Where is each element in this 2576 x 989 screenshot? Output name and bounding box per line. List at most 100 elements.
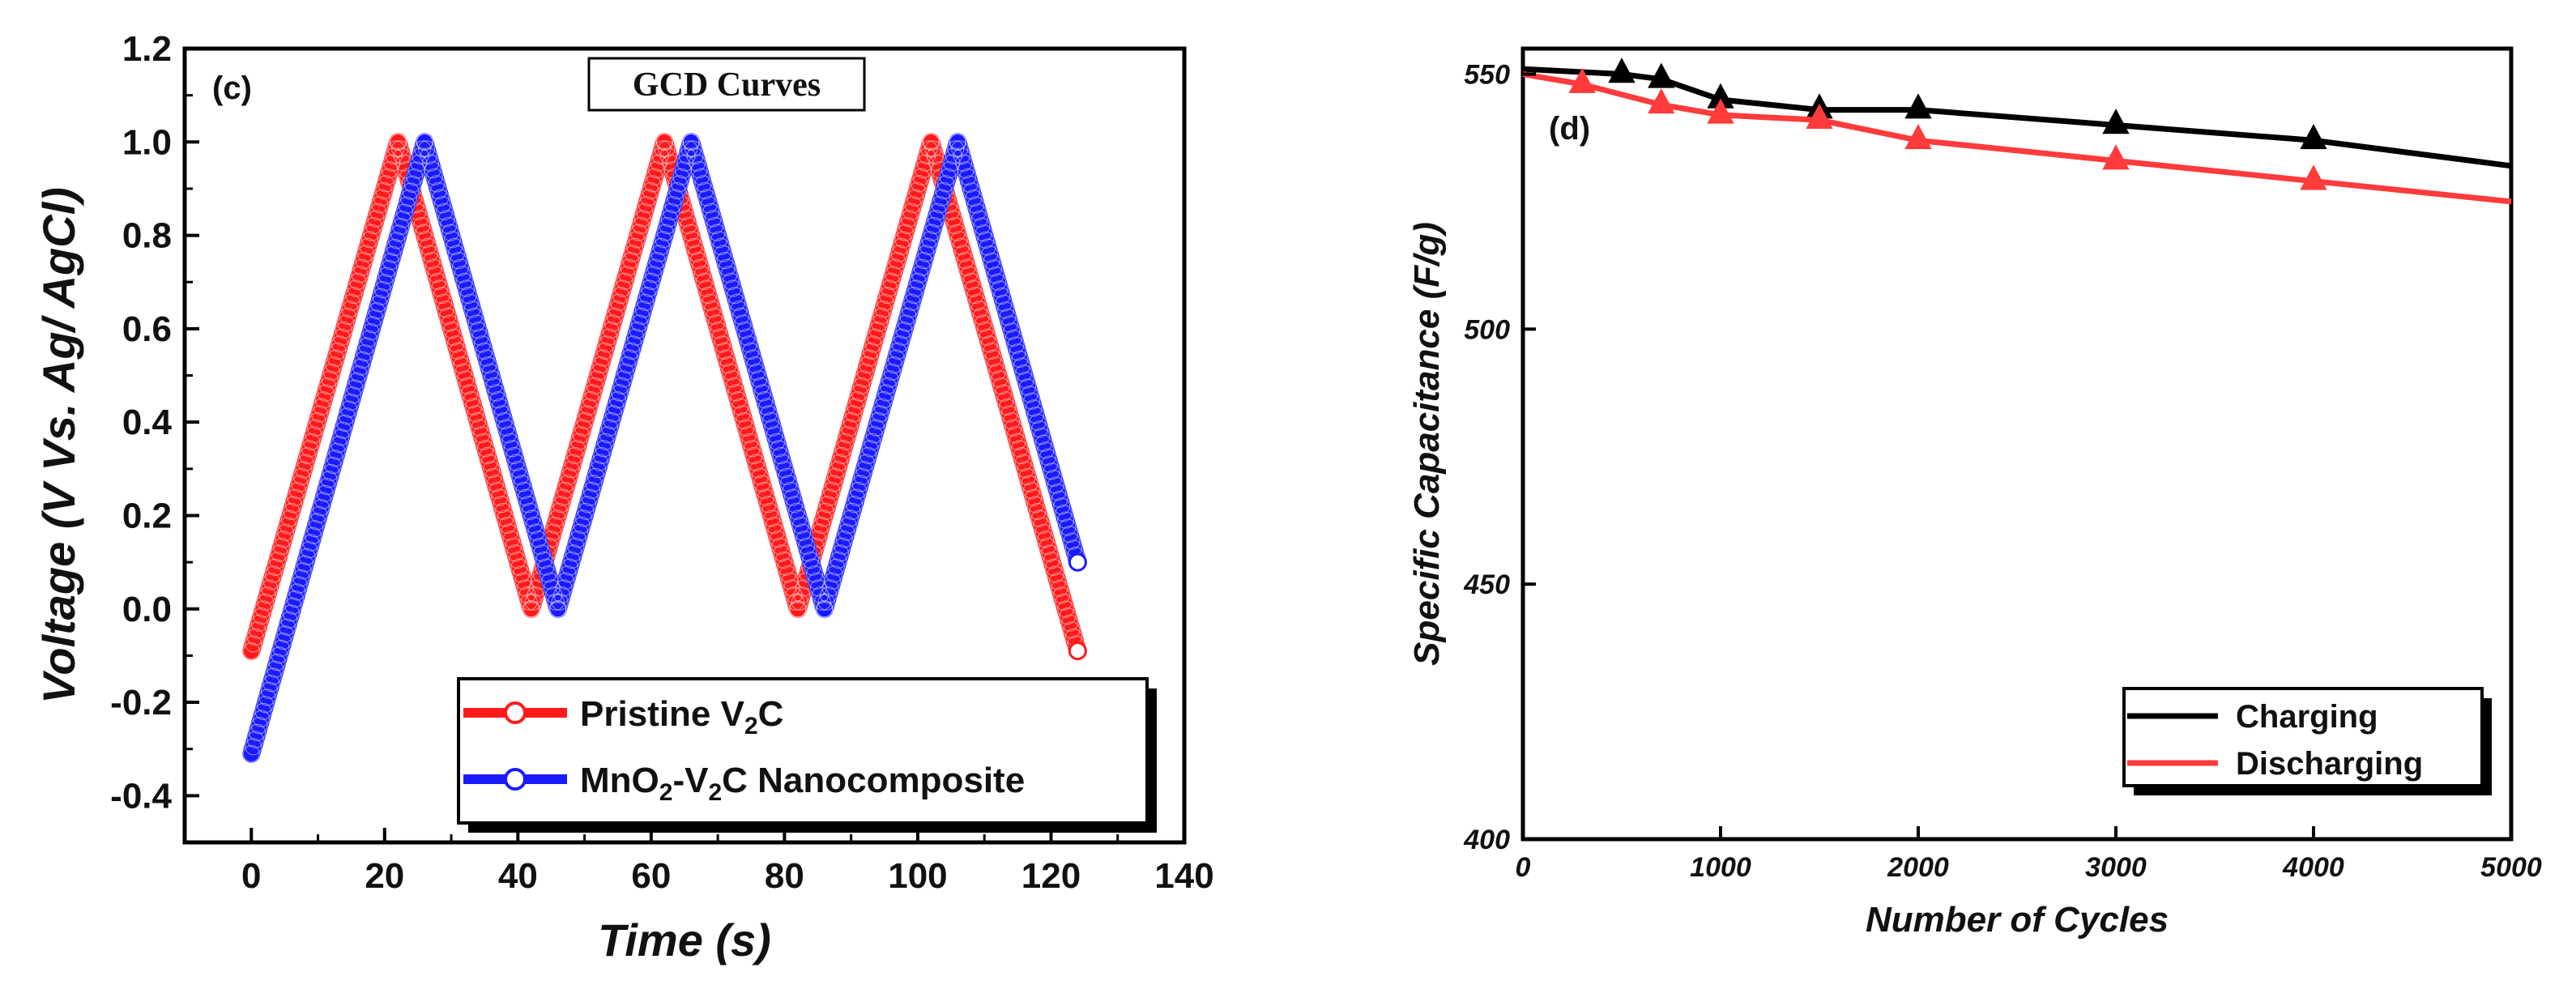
gcd-data-point xyxy=(384,245,402,263)
gcd-data-point xyxy=(329,342,347,360)
gcd-data-point xyxy=(586,467,605,485)
gcd-chart: 0 20 40 60 80 100 120 140 -0.4 -0.2 0.0 0.2 0.4 0.6 0… xyxy=(33,29,1214,966)
gcd-data-point xyxy=(926,147,944,165)
gcd-data-point xyxy=(572,426,590,444)
gcd-x-tick-label: 40 xyxy=(498,856,538,896)
gcd-data-point xyxy=(258,586,276,604)
gcd-data-point xyxy=(564,454,582,471)
gcd-data-point xyxy=(843,502,861,520)
gcd-data-point xyxy=(1039,537,1056,556)
gcd-data-point xyxy=(569,531,586,548)
gcd-data-point xyxy=(693,266,711,283)
gcd-data-point xyxy=(968,293,987,311)
gcd-data-point xyxy=(757,398,776,416)
gcd-data-point xyxy=(556,481,574,500)
gcd-data-point xyxy=(298,548,316,566)
gcd-data-point xyxy=(310,505,328,523)
gcd-data-point xyxy=(346,379,364,397)
gcd-data-point xyxy=(616,272,633,290)
gcd-data-point xyxy=(682,133,700,151)
gcd-data-point xyxy=(957,161,975,179)
gcd-data-point xyxy=(655,231,672,249)
gcd-data-point xyxy=(590,363,608,381)
gcd-data-point xyxy=(684,231,702,249)
gcd-data-point xyxy=(317,384,335,402)
gcd-data-point xyxy=(499,426,517,444)
gcd-data-point xyxy=(1003,322,1021,340)
gcd-data-point xyxy=(871,405,889,423)
gcd-series-line xyxy=(242,133,1087,763)
gcd-data-point xyxy=(574,419,592,437)
gcd-data-point xyxy=(909,272,927,290)
gcd-data-point xyxy=(786,496,804,514)
gcd-data-point xyxy=(328,442,346,460)
gcd-data-point xyxy=(956,252,975,270)
gcd-data-point xyxy=(1055,593,1073,612)
gcd-data-point xyxy=(472,426,491,444)
gcd-data-point xyxy=(501,433,519,450)
gcd-data-point xyxy=(670,175,689,193)
gcd-data-point xyxy=(994,384,1013,402)
cycling-x-tick-label: 0 xyxy=(1516,852,1531,883)
gcd-data-point xyxy=(1026,496,1044,514)
gcd-data-point xyxy=(565,544,582,562)
gcd-data-point xyxy=(756,391,774,409)
gcd-data-point xyxy=(531,537,549,555)
gcd-data-point xyxy=(935,181,953,200)
gcd-data-point xyxy=(919,237,937,255)
gcd-data-point xyxy=(560,467,578,485)
gcd-data-point xyxy=(750,370,768,388)
gcd-data-point xyxy=(295,461,313,479)
gcd-data-point xyxy=(900,210,919,228)
gcd-data-point xyxy=(493,496,510,514)
gcd-data-point xyxy=(288,583,306,601)
gcd-data-point xyxy=(1037,441,1055,459)
cycling-series-discharging xyxy=(1522,67,2512,205)
gcd-data-point xyxy=(945,147,963,165)
gcd-data-point xyxy=(628,231,646,249)
gcd-data-point xyxy=(325,356,343,374)
gcd-legend-box xyxy=(457,677,1149,825)
gcd-data-point xyxy=(600,419,619,437)
gcd-data-point xyxy=(511,467,529,485)
gcd-data-point xyxy=(1045,469,1063,488)
gcd-data-point xyxy=(561,558,579,576)
gcd-data-point xyxy=(987,266,1004,284)
gcd-data-point xyxy=(413,216,431,235)
gcd-data-point xyxy=(1025,399,1043,417)
gcd-data-point xyxy=(450,252,467,270)
cycling-x-tick-label: 1000 xyxy=(1690,852,1751,883)
gcd-data-point xyxy=(833,446,851,465)
gcd-x-axis-label: Time (s) xyxy=(598,914,771,966)
gcd-data-point xyxy=(312,499,330,517)
gcd-data-point xyxy=(923,224,941,241)
gcd-data-point xyxy=(920,140,938,158)
gcd-data-point xyxy=(552,586,571,604)
cycling-marker-triangle xyxy=(2102,144,2130,170)
gcd-data-point xyxy=(734,314,752,332)
gcd-data-point xyxy=(271,544,288,562)
gcd-data-point xyxy=(633,210,651,228)
gcd-data-point xyxy=(831,544,850,562)
gcd-data-point xyxy=(906,189,924,207)
gcd-data-point xyxy=(537,558,555,576)
gcd-data-point xyxy=(767,523,785,541)
gcd-data-point xyxy=(874,301,893,318)
gcd-data-point xyxy=(715,342,733,360)
gcd-data-point xyxy=(770,440,787,458)
gcd-data-point xyxy=(717,349,736,367)
gcd-data-point xyxy=(718,258,736,276)
gcd-data-point xyxy=(791,516,809,535)
gcd-data-point xyxy=(331,335,348,353)
gcd-data-point xyxy=(772,446,790,465)
cycling-panel-label: (d) xyxy=(1549,111,1590,147)
gcd-data-point xyxy=(283,502,301,521)
gcd-data-point xyxy=(311,405,329,423)
gcd-data-point xyxy=(894,231,912,249)
gcd-data-point xyxy=(566,446,584,465)
gcd-data-point xyxy=(1033,517,1051,535)
gcd-data-point xyxy=(358,337,376,355)
gcd-data-point xyxy=(805,565,824,583)
gcd-data-point xyxy=(654,140,672,158)
gcd-data-point xyxy=(730,301,748,318)
